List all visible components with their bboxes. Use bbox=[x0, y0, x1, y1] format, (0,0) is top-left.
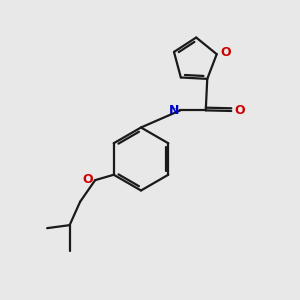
Text: O: O bbox=[83, 173, 93, 186]
Text: O: O bbox=[220, 46, 231, 59]
Text: N: N bbox=[169, 104, 180, 117]
Text: O: O bbox=[234, 104, 245, 118]
Text: H: H bbox=[169, 105, 178, 115]
